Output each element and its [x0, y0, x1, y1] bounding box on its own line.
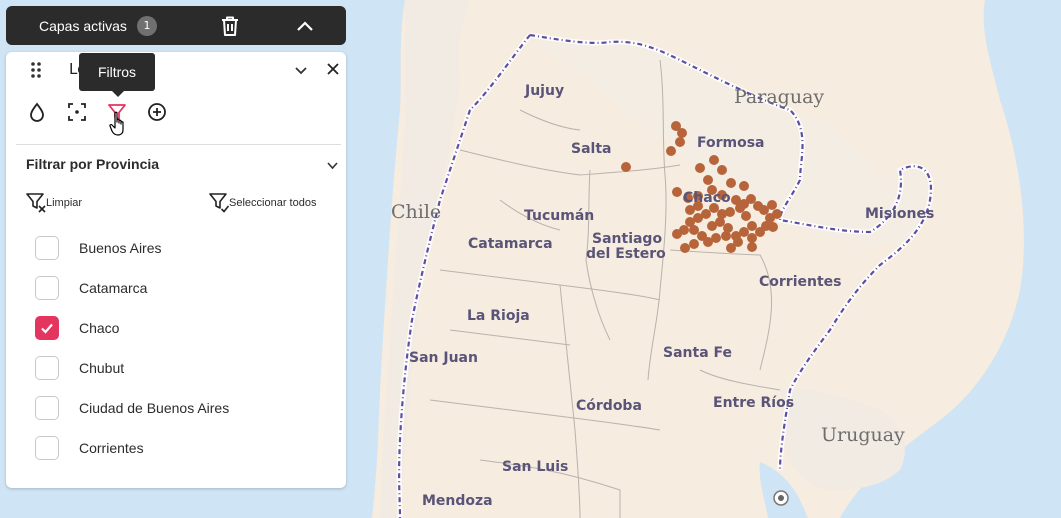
province-option-label: Chaco	[79, 320, 120, 336]
filter-check-icon	[209, 193, 229, 213]
checkbox[interactable]	[35, 396, 59, 420]
drag-handle-icon[interactable]	[30, 62, 42, 78]
province-option[interactable]: Corrientes	[35, 435, 335, 461]
checkbox[interactable]	[35, 276, 59, 300]
atlantic-ocean	[840, 0, 1061, 518]
layer-panel: Lo Filtrar por Provincia Limpiar	[6, 52, 346, 488]
province-option[interactable]: Buenos Aires	[35, 235, 335, 261]
province-option-label: Corrientes	[79, 440, 144, 456]
check-icon	[41, 323, 53, 334]
province-label: La Rioja	[467, 308, 530, 324]
province-borders	[429, 59, 781, 518]
country-label: Chile	[391, 201, 441, 223]
filter-clear-icon	[26, 193, 46, 213]
active-layers-count-badge: 1	[136, 15, 157, 36]
clear-filter-button[interactable]: Limpiar	[26, 192, 82, 214]
country-label: Uruguay	[821, 424, 905, 446]
province-label: Córdoba	[576, 398, 642, 414]
province-label: San Juan	[409, 350, 478, 366]
divider	[16, 144, 341, 145]
checkbox[interactable]	[35, 356, 59, 380]
chevron-down-icon[interactable]	[326, 160, 339, 172]
province-option[interactable]: Chaco	[35, 315, 335, 341]
active-layers-bar: Capas activas 1	[6, 6, 346, 45]
chevron-down-icon[interactable]	[293, 64, 309, 78]
active-layers-title: Capas activas	[39, 17, 127, 34]
province-label: Mendoza	[422, 493, 493, 509]
province-option-label: Buenos Aires	[79, 240, 162, 256]
capital-marker-icon	[773, 490, 789, 506]
checkbox[interactable]	[35, 436, 59, 460]
province-label: Tucumán	[524, 208, 594, 224]
province-option[interactable]: Chubut	[35, 355, 335, 381]
province-option[interactable]: Catamarca	[35, 275, 335, 301]
province-label: Chaco	[683, 190, 731, 206]
country-label: Paraguay	[734, 86, 824, 108]
uruguay-land	[780, 388, 905, 490]
opacity-drop-icon[interactable]	[27, 102, 47, 122]
filter-section-title[interactable]: Filtrar por Provincia	[26, 156, 160, 172]
close-icon[interactable]	[326, 62, 340, 76]
province-label: Santa Fe	[663, 345, 732, 361]
province-label: Jujuy	[524, 83, 564, 99]
province-label: del Estero	[586, 246, 666, 262]
province-option-label: Chubut	[79, 360, 125, 376]
province-option-label: Catamarca	[79, 280, 148, 296]
checkbox[interactable]	[35, 316, 59, 340]
clear-filter-label: Limpiar	[46, 197, 83, 209]
province-label: Entre Ríos	[713, 395, 794, 411]
province-label: Formosa	[697, 135, 765, 151]
add-circle-icon[interactable]	[147, 102, 167, 122]
province-option[interactable]: Ciudad de Buenos Aires	[35, 395, 335, 421]
rio-de-la-plata	[759, 462, 808, 518]
province-option-label: Ciudad de Buenos Aires	[79, 400, 230, 416]
select-all-button[interactable]: Seleccionar todos	[209, 192, 316, 214]
zoom-extent-icon[interactable]	[67, 102, 87, 122]
filters-tooltip: Filtros	[79, 53, 155, 97]
layer-header: Lo	[6, 52, 346, 88]
select-all-label: Seleccionar todos	[229, 197, 317, 209]
data-points[interactable]	[621, 121, 782, 253]
province-label: Misiones	[865, 206, 934, 222]
hand-cursor-icon	[109, 111, 124, 136]
checkbox[interactable]	[35, 236, 59, 260]
chevron-up-icon[interactable]	[295, 16, 315, 36]
paraguay-land	[530, 35, 932, 245]
province-label: Catamarca	[468, 236, 553, 252]
trash-icon[interactable]	[220, 15, 240, 37]
province-label: San Luis	[502, 459, 568, 475]
province-label: Corrientes	[759, 274, 841, 290]
province-label: Salta	[571, 141, 611, 157]
international-border	[398, 33, 933, 518]
province-label: Santiago	[592, 231, 662, 247]
